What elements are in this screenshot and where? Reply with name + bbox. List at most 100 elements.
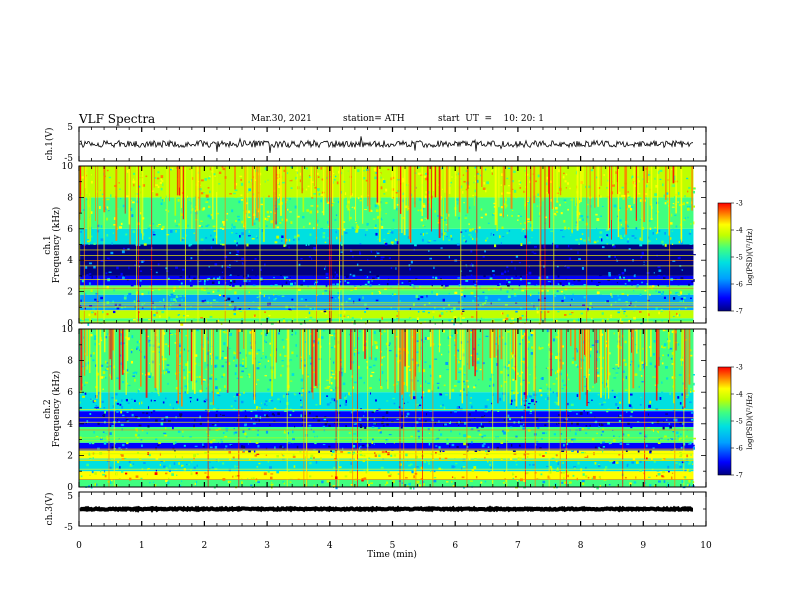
spec-speckle — [210, 234, 212, 237]
spec-speckle — [618, 273, 621, 276]
spec-speckle — [605, 466, 608, 469]
spec-speckle — [499, 283, 501, 285]
spec-speckle — [572, 293, 574, 295]
spec-speckle — [239, 284, 242, 287]
spec-speckle — [477, 357, 480, 360]
spec-speckle — [519, 343, 522, 345]
spec-streak — [169, 166, 171, 202]
spec-speckle — [141, 444, 143, 447]
spec-speckle — [635, 362, 638, 365]
spec-speckle — [263, 294, 265, 298]
spec-speckle — [666, 192, 669, 195]
spec-speckle — [212, 478, 215, 480]
spec-speckle — [385, 342, 388, 346]
spec-speckle — [223, 213, 226, 216]
spec-speckle — [338, 314, 342, 318]
spec-speckle — [566, 232, 568, 236]
spec-speckle — [493, 265, 496, 269]
spec-speckle — [648, 404, 652, 408]
spec-speckle — [439, 243, 442, 245]
spec-speckle — [462, 380, 465, 383]
spec-speckle — [359, 199, 362, 202]
spec-speckle — [356, 224, 358, 228]
spec-speckle — [693, 444, 695, 447]
spec-speckle — [585, 432, 588, 435]
spec-speckle — [433, 240, 437, 242]
spec-speckle — [515, 255, 519, 258]
freq-tick-label: 8 — [67, 193, 73, 203]
spec-speckle — [282, 345, 285, 349]
spec-speckle — [330, 376, 333, 379]
spec-speckle — [661, 320, 663, 323]
spec-speckle — [578, 260, 582, 264]
spec-speckle — [116, 227, 118, 231]
spec-speckle — [480, 208, 483, 211]
spec-speckle — [160, 460, 163, 463]
spec-speckle — [123, 247, 125, 250]
spec-speckle — [300, 406, 303, 409]
spec-speckle — [382, 178, 384, 182]
spec-speckle — [390, 454, 393, 457]
spec-speckle — [448, 422, 451, 424]
spec-speckle — [307, 222, 309, 225]
spec-speckle — [510, 392, 513, 396]
spec-speckle — [135, 193, 139, 195]
spec-speckle — [638, 192, 641, 195]
spec-speckle — [528, 464, 531, 466]
spec-speckle — [307, 417, 310, 420]
spec-speckle — [411, 284, 414, 287]
spec-speckle — [179, 392, 181, 395]
spec-speckle — [190, 257, 193, 260]
spec-speckle — [282, 455, 285, 457]
spec-speckle — [555, 319, 558, 322]
spec-speckle — [333, 398, 336, 402]
spec-speckle — [377, 238, 379, 241]
spec-speckle — [211, 281, 215, 284]
spec-speckle — [303, 364, 306, 367]
spec-speckle — [209, 190, 211, 194]
spec-speckle — [428, 239, 432, 242]
spec-speckle — [218, 281, 220, 285]
spec-speckle — [460, 312, 463, 315]
spec-speckle — [248, 368, 250, 370]
spec-speckle — [439, 448, 442, 451]
spec-speckle — [318, 193, 321, 196]
spec-speckle — [464, 230, 467, 232]
spec-speckle — [684, 195, 686, 198]
spec-speckle — [374, 399, 377, 402]
spec-speckle — [394, 238, 397, 241]
spec-speckle — [436, 437, 440, 440]
spec-speckle — [282, 394, 285, 398]
date-label: Mar.30, 2021 — [251, 114, 312, 124]
spec-speckle — [371, 426, 375, 428]
spec-speckle — [669, 222, 673, 225]
spec-speckle — [108, 176, 111, 179]
spec-speckle — [363, 469, 366, 471]
spec-speckle — [358, 256, 360, 259]
spec-speckle — [159, 247, 161, 250]
spec-speckle — [607, 421, 610, 425]
spec-speckle — [636, 173, 638, 176]
spec-speckle — [149, 344, 152, 347]
spec-speckle — [196, 398, 199, 401]
spec-speckle — [399, 300, 401, 303]
spec-speckle — [476, 268, 479, 271]
spec-speckle — [129, 464, 133, 467]
spec-speckle — [94, 258, 97, 262]
spec-streak-full — [136, 166, 138, 323]
spec-speckle — [622, 433, 625, 436]
spec-speckle — [214, 424, 217, 427]
spec-speckle — [274, 446, 276, 450]
spec-speckle — [655, 184, 658, 188]
spec-speckle — [436, 293, 439, 296]
spec-speckle — [681, 480, 685, 483]
spec-speckle — [611, 411, 613, 414]
spec-speckle — [485, 257, 489, 261]
spec-speckle — [579, 412, 583, 415]
spec-streak-full — [398, 166, 400, 323]
spec-speckle — [398, 347, 401, 350]
spec-speckle — [457, 277, 460, 279]
spec-speckle — [327, 237, 329, 239]
spec-speckle — [454, 339, 456, 342]
